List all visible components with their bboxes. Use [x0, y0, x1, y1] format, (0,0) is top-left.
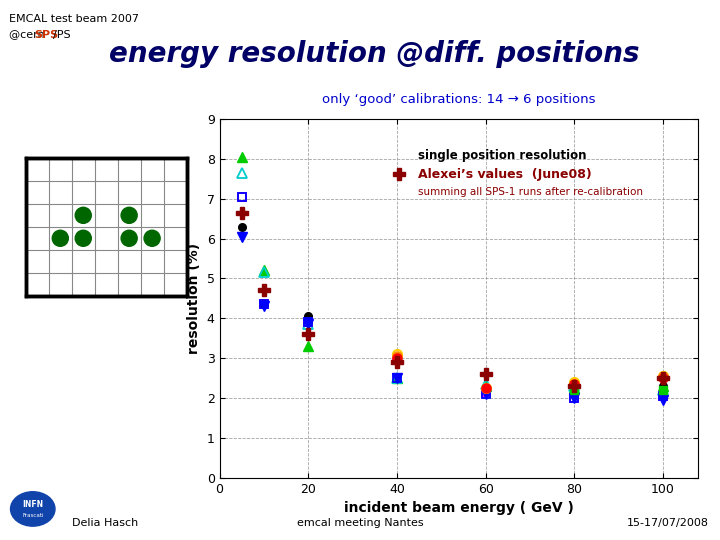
Text: Alexei’s values  (June08): Alexei’s values (June08)	[418, 168, 592, 181]
Text: single position resolution: single position resolution	[418, 150, 587, 163]
X-axis label: incident beam energy ( GeV ): incident beam energy ( GeV )	[344, 501, 574, 515]
Text: Frascati: Frascati	[22, 514, 43, 518]
Text: emcal meeting Nantes: emcal meeting Nantes	[297, 518, 423, 528]
Circle shape	[53, 230, 68, 246]
Text: EMCAL test beam 2007: EMCAL test beam 2007	[9, 14, 140, 24]
Text: /PS: /PS	[53, 30, 70, 40]
Circle shape	[75, 230, 91, 246]
Text: summing all SPS-1 runs after re-calibration: summing all SPS-1 runs after re-calibrat…	[418, 187, 643, 198]
Y-axis label: resolution (%): resolution (%)	[187, 243, 201, 354]
Ellipse shape	[11, 492, 55, 526]
Circle shape	[121, 207, 138, 224]
Circle shape	[121, 230, 138, 246]
Text: INFN: INFN	[22, 501, 43, 509]
Text: energy resolution @diff. positions: energy resolution @diff. positions	[109, 40, 639, 69]
Text: only ‘good’ calibrations: 14 → 6 positions: only ‘good’ calibrations: 14 → 6 positio…	[323, 93, 595, 106]
Circle shape	[144, 230, 160, 246]
Text: 15-17/07/2008: 15-17/07/2008	[627, 518, 709, 528]
Text: @cern: @cern	[9, 30, 48, 40]
Text: Delia Hasch: Delia Hasch	[72, 518, 138, 528]
Text: SPS: SPS	[34, 30, 58, 40]
Circle shape	[75, 207, 91, 224]
